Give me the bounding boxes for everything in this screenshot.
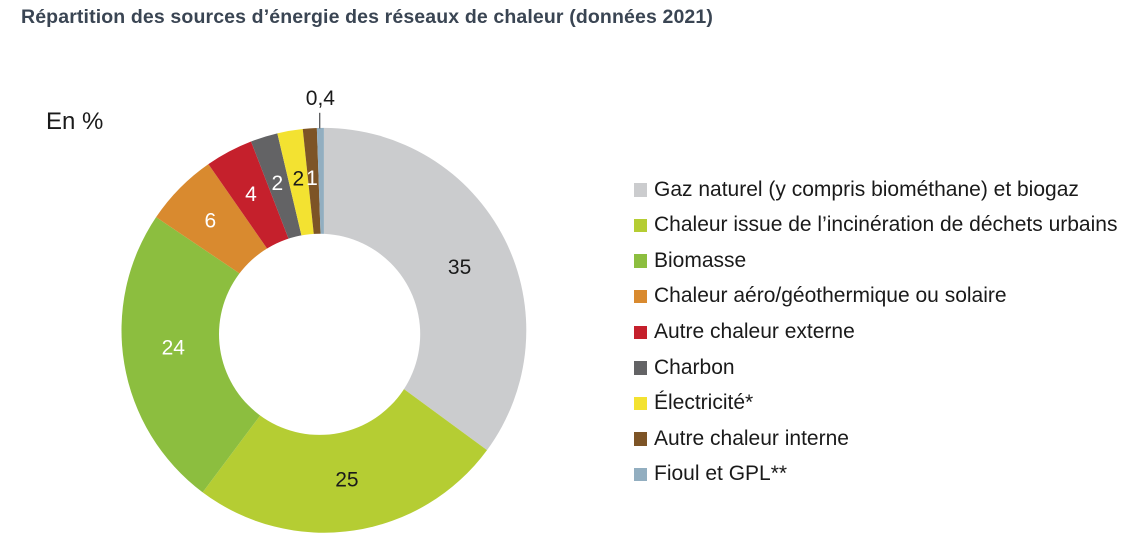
svg-text:24: 24 [162, 337, 186, 360]
svg-text:1: 1 [306, 167, 318, 190]
svg-text:4: 4 [245, 183, 257, 206]
svg-text:0,4: 0,4 [306, 87, 336, 110]
svg-text:25: 25 [335, 468, 358, 491]
svg-text:2: 2 [271, 172, 283, 195]
svg-text:6: 6 [205, 210, 217, 233]
svg-text:2: 2 [293, 167, 305, 190]
svg-text:35: 35 [448, 256, 471, 279]
